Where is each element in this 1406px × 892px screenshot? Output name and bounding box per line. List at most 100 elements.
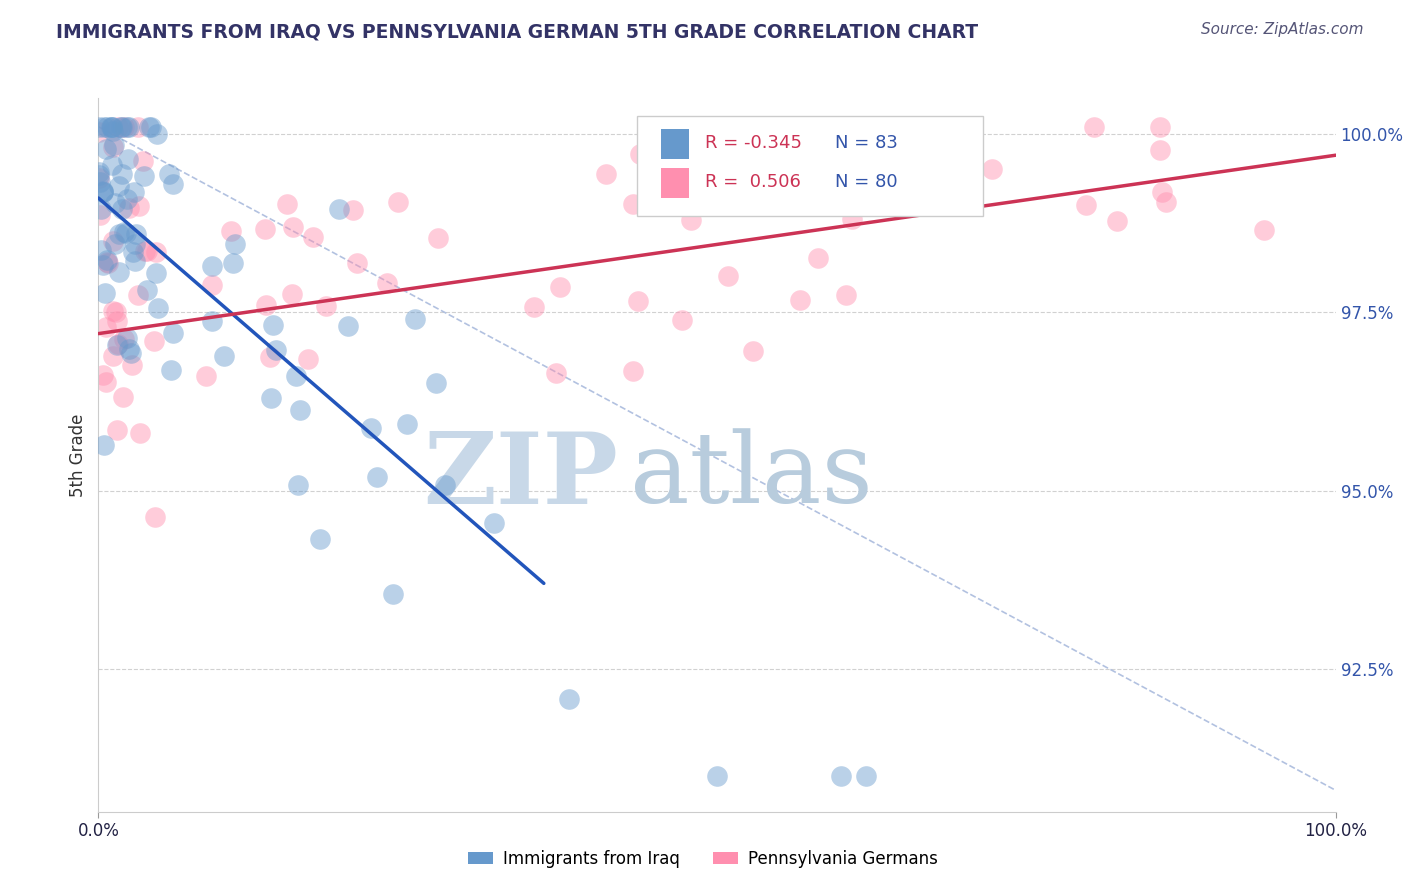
Point: [276, 196, 298, 211]
Point: [260, 391, 283, 405]
Point: [112, 120, 135, 134]
Point: [117, 120, 139, 134]
Point: [817, 120, 839, 134]
Point: [160, 363, 183, 377]
Point: [124, 254, 146, 268]
Point: [91, 258, 114, 272]
Point: [868, 120, 890, 134]
Point: [134, 169, 156, 183]
Point: [112, 225, 135, 239]
Point: [382, 587, 405, 601]
Text: R =  0.506: R = 0.506: [704, 173, 800, 191]
Point: [387, 195, 409, 210]
Point: [117, 201, 139, 215]
Point: [887, 176, 910, 190]
Point: [111, 120, 134, 134]
Point: [297, 352, 319, 367]
Text: N = 80: N = 80: [835, 173, 897, 191]
Point: [107, 178, 129, 193]
Point: [302, 230, 325, 244]
Point: [134, 244, 156, 258]
Point: [93, 120, 115, 134]
Point: [346, 256, 368, 270]
Point: [375, 276, 398, 290]
Point: [143, 510, 166, 524]
Point: [107, 120, 129, 134]
Point: [139, 120, 162, 134]
Point: [336, 318, 359, 333]
Point: [97, 256, 120, 270]
Y-axis label: 5th Grade: 5th Grade: [69, 413, 87, 497]
Point: [747, 120, 769, 134]
Point: [621, 363, 644, 377]
Point: [111, 167, 134, 181]
Point: [259, 351, 281, 365]
Point: [212, 349, 235, 363]
Point: [287, 478, 309, 492]
Point: [742, 343, 765, 358]
Point: [89, 176, 111, 190]
Point: [115, 331, 138, 345]
Point: [91, 185, 114, 199]
Point: [201, 313, 224, 327]
Point: [105, 423, 128, 437]
Point: [710, 199, 733, 213]
Point: [120, 346, 142, 360]
Point: [557, 691, 579, 706]
Point: [91, 185, 114, 199]
Point: [254, 298, 277, 312]
Point: [288, 402, 311, 417]
Point: [706, 769, 728, 783]
Point: [806, 252, 828, 266]
Point: [118, 342, 141, 356]
Point: [1105, 214, 1128, 228]
Point: [157, 167, 180, 181]
Point: [136, 244, 159, 258]
Point: [96, 120, 118, 134]
Point: [125, 227, 148, 241]
Point: [395, 417, 418, 431]
Point: [100, 120, 122, 134]
Point: [328, 202, 350, 217]
Point: [115, 192, 138, 206]
Point: [262, 318, 284, 332]
Point: [426, 231, 449, 245]
Point: [219, 224, 242, 238]
Point: [315, 299, 337, 313]
Point: [201, 277, 224, 292]
Point: [145, 244, 167, 259]
Point: [103, 138, 125, 153]
Point: [128, 199, 150, 213]
Point: [104, 237, 127, 252]
Text: R = -0.345: R = -0.345: [704, 134, 801, 152]
Point: [827, 120, 849, 134]
Point: [90, 202, 112, 216]
Point: [679, 213, 702, 227]
Point: [104, 305, 127, 319]
Point: [1149, 120, 1171, 134]
Point: [105, 337, 128, 351]
FancyBboxPatch shape: [661, 128, 689, 159]
Point: [132, 154, 155, 169]
Point: [264, 343, 287, 357]
Point: [224, 236, 246, 251]
Point: [105, 314, 128, 328]
Point: [830, 769, 852, 783]
Point: [136, 283, 159, 297]
Point: [96, 255, 118, 269]
FancyBboxPatch shape: [637, 116, 983, 216]
Point: [101, 234, 124, 248]
Point: [91, 184, 114, 198]
Point: [87, 125, 110, 139]
Point: [835, 288, 858, 302]
Point: [366, 470, 388, 484]
Text: atlas: atlas: [630, 428, 873, 524]
Point: [1253, 222, 1275, 236]
Point: [404, 312, 426, 326]
Point: [110, 120, 132, 134]
Point: [127, 288, 149, 302]
Point: [96, 142, 118, 156]
Point: [671, 313, 693, 327]
Point: [93, 368, 115, 382]
Point: [118, 120, 141, 134]
